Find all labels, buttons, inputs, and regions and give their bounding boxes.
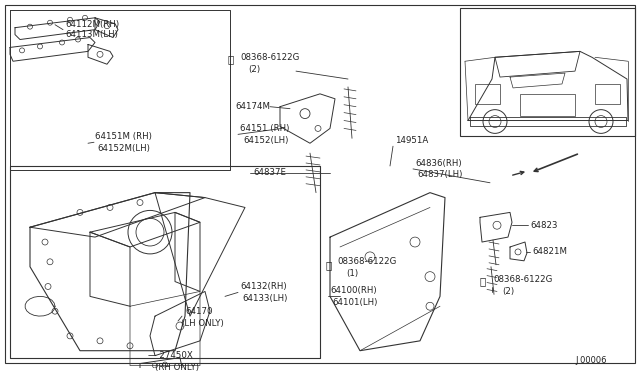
Text: 64836(RH): 64836(RH) xyxy=(415,158,461,167)
Bar xyxy=(520,94,575,116)
Text: — 27450X: — 27450X xyxy=(148,351,193,360)
Text: 64170: 64170 xyxy=(185,307,212,316)
Text: 64151M (RH): 64151M (RH) xyxy=(95,132,152,141)
Text: 64112M(RH): 64112M(RH) xyxy=(65,20,119,29)
Text: 64101(LH): 64101(LH) xyxy=(332,298,378,307)
Text: 64100(RH): 64100(RH) xyxy=(330,286,376,295)
Text: J 00006: J 00006 xyxy=(575,356,607,365)
Text: 64113M(LH): 64113M(LH) xyxy=(65,30,118,39)
Bar xyxy=(595,84,620,104)
Text: Ⓢ: Ⓢ xyxy=(228,54,234,64)
Text: 14951A: 14951A xyxy=(395,136,428,145)
Text: (RH ONLY): (RH ONLY) xyxy=(155,363,199,372)
Text: 64837(LH): 64837(LH) xyxy=(417,170,462,179)
Text: (2): (2) xyxy=(502,287,514,296)
Text: 64133(LH): 64133(LH) xyxy=(242,294,287,303)
Text: 64823: 64823 xyxy=(530,221,557,230)
Bar xyxy=(475,84,500,104)
Text: 08368-6122G: 08368-6122G xyxy=(493,275,552,284)
Text: 64821M: 64821M xyxy=(532,247,567,256)
Text: 64151 (RH): 64151 (RH) xyxy=(240,124,289,133)
Text: 64152M(LH): 64152M(LH) xyxy=(97,144,150,153)
Text: Ⓢ: Ⓢ xyxy=(480,276,486,286)
Text: (1): (1) xyxy=(346,269,358,278)
Bar xyxy=(460,8,635,136)
Text: (2): (2) xyxy=(248,65,260,74)
Text: 64837E: 64837E xyxy=(253,169,286,177)
Text: 08368-6122G: 08368-6122G xyxy=(337,257,396,266)
Text: 64132(RH): 64132(RH) xyxy=(240,282,287,291)
Text: Ⓢ: Ⓢ xyxy=(325,260,332,270)
Text: 08368-6122G: 08368-6122G xyxy=(240,53,300,62)
Text: 64174M: 64174M xyxy=(235,102,270,111)
Text: 64152(LH): 64152(LH) xyxy=(243,136,289,145)
Text: (LH ONLY): (LH ONLY) xyxy=(181,318,224,327)
